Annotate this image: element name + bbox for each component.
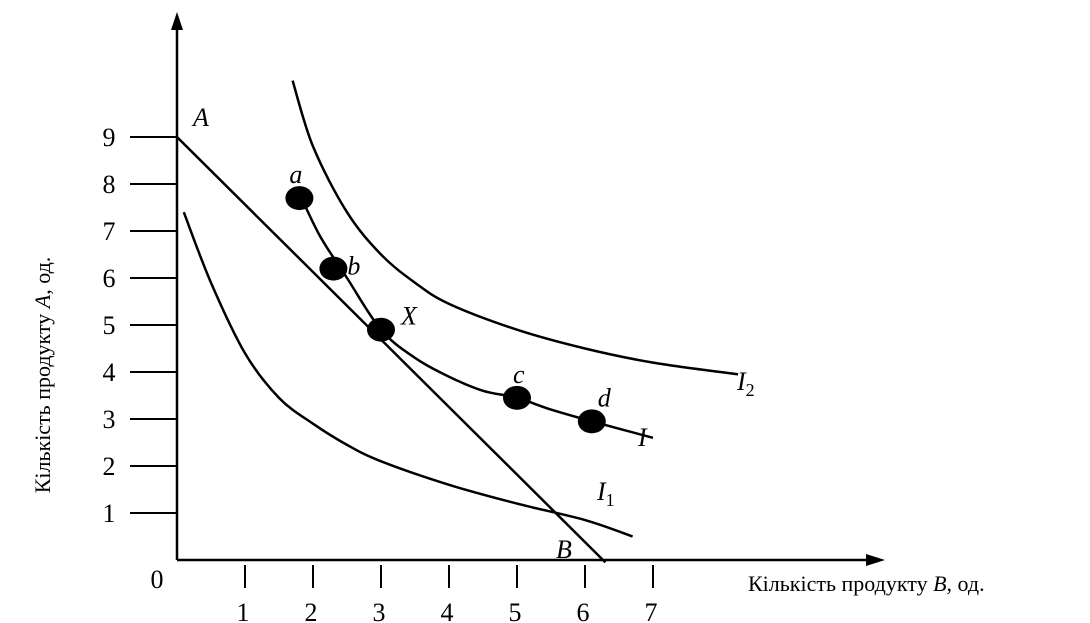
y-axis-arrow xyxy=(171,12,183,30)
x-axis-arrow xyxy=(866,554,885,566)
y-tick-label: 2 xyxy=(103,452,116,481)
x-tick-label: 3 xyxy=(373,598,386,623)
budget-line xyxy=(176,136,607,564)
x-axis-title: Кількість продукту B, од. xyxy=(748,571,985,596)
indifference-curve-i2-label: I2 xyxy=(736,367,755,400)
y-tick-label: 8 xyxy=(103,170,116,199)
point-b xyxy=(319,256,348,281)
point-label-b: b xyxy=(347,252,360,281)
y-tick-label: 5 xyxy=(103,311,116,340)
x-tick-label: 2 xyxy=(305,598,318,623)
x-tick-label: 7 xyxy=(645,598,658,623)
point-d xyxy=(577,409,606,434)
y-tick-label: 3 xyxy=(103,405,116,434)
indifference-curve-i-label: I xyxy=(637,423,648,452)
x-tick-label: 4 xyxy=(441,598,454,623)
indifference-curve-i1 xyxy=(182,211,634,538)
point-c xyxy=(503,385,531,410)
point-label-c: c xyxy=(513,360,525,389)
point-a xyxy=(285,186,314,211)
curve-label-letter: I xyxy=(596,477,607,506)
x-axis-title-var: B xyxy=(933,571,946,596)
y-axis-title-prefix: Кількість продукту xyxy=(30,308,55,493)
y-axis-title: Кількість продукту A, од. xyxy=(30,257,55,494)
point-label-a: a xyxy=(289,160,302,189)
budget-label-start: A xyxy=(191,103,209,132)
y-axis-title-var: A xyxy=(30,294,55,310)
point-label-x: X xyxy=(400,302,418,331)
x-axis-title-prefix: Кількість продукту xyxy=(748,571,933,596)
point-label-d: d xyxy=(598,383,612,412)
axes xyxy=(171,12,885,566)
y-tick-label: 1 xyxy=(103,499,116,528)
budget-label-end: B xyxy=(556,535,572,564)
ticks: 1 2 3 4 5 6 7 1 2 3 4 5 6 7 8 9 xyxy=(103,123,658,623)
point-x xyxy=(367,317,395,342)
curve-label-subscript: 2 xyxy=(746,380,755,400)
indifference-curve-i2 xyxy=(291,80,739,376)
y-tick-label: 4 xyxy=(103,358,116,387)
y-tick-label: 6 xyxy=(103,264,116,293)
x-axis-title-suffix: , од. xyxy=(947,571,985,596)
origin-label: 0 xyxy=(151,565,164,594)
curve-label-letter: I xyxy=(736,367,747,396)
y-tick-label: 9 xyxy=(103,123,116,152)
x-tick-label: 1 xyxy=(237,598,250,623)
y-axis-title-suffix: , од. xyxy=(30,257,55,295)
marks: a b Xc d xyxy=(285,160,612,434)
x-tick-label: 6 xyxy=(577,598,590,623)
indifference-curve-i1-label: I1 xyxy=(596,477,615,510)
x-tick-label: 5 xyxy=(509,598,522,623)
y-tick-label: 7 xyxy=(103,217,116,246)
curve-label-letter: I xyxy=(637,423,648,452)
curve-label-subscript: 1 xyxy=(606,490,615,510)
